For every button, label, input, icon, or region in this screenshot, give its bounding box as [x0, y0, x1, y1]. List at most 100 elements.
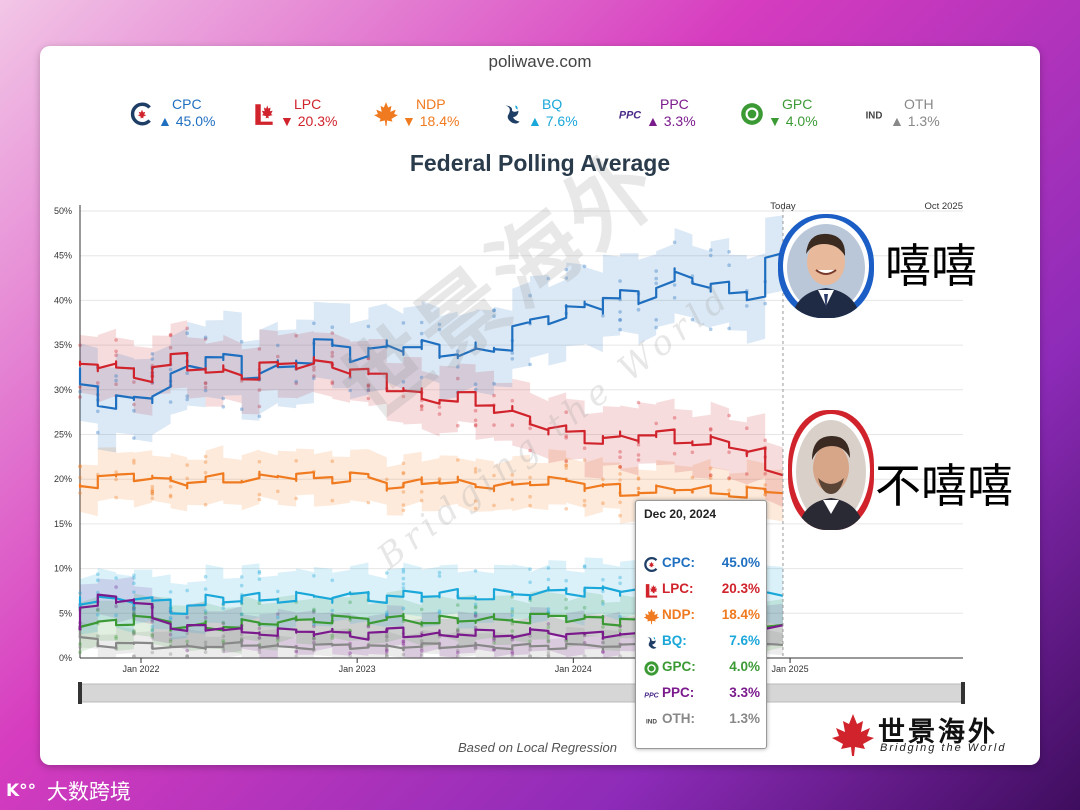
poll-dot-bq	[564, 578, 568, 583]
poll-dot-lpc	[257, 404, 262, 409]
footnote: Based on Local Regression	[458, 740, 617, 755]
poll-dot-cpc	[185, 371, 189, 376]
poll-dot-oth	[221, 649, 226, 653]
svg-text:PPC: PPC	[619, 109, 641, 121]
legend-percent: 3.3%	[659, 113, 696, 129]
tooltip-value: 7.6%	[729, 633, 760, 648]
tooltip-value: 45.0%	[721, 555, 760, 570]
y-tick-label: 10%	[54, 564, 72, 574]
poll-dot-cpc	[401, 380, 406, 384]
poll-dot-lpc	[727, 476, 731, 480]
poll-dot-cpc	[492, 308, 496, 313]
portrait-bottom	[788, 410, 874, 530]
poll-dot-bq	[473, 611, 478, 616]
tooltip-icon-wrap	[642, 633, 660, 651]
poll-dot-cpc	[401, 321, 406, 325]
poll-dot-cpc	[654, 281, 658, 286]
tooltip-row: NDP: 18.4%	[642, 605, 760, 625]
poll-dot-lpc	[168, 333, 173, 338]
poll-dot-gpc	[132, 610, 136, 614]
poll-dot-ndp	[168, 484, 173, 489]
poll-dot-gpc	[168, 639, 173, 644]
poll-dot-oth	[401, 652, 406, 657]
trend-down-icon: ▼	[280, 113, 294, 129]
poll-dot-ndp	[564, 507, 568, 511]
poll-dot-lpc	[708, 427, 713, 431]
legend-value: ▲ 3.3%	[646, 113, 696, 129]
range-handle-right[interactable]	[961, 682, 965, 704]
legend-label: GPC	[782, 96, 813, 112]
poll-dot-oth	[132, 632, 136, 636]
poll-dot-oth	[582, 654, 587, 658]
svg-text:PPC: PPC	[644, 691, 659, 699]
poll-dot-gpc	[618, 628, 622, 632]
poll-dot-lpc	[312, 365, 316, 369]
poll-dot-gpc	[456, 627, 460, 632]
poll-dot-bq	[168, 617, 173, 622]
poll-dot-bq	[114, 576, 118, 580]
poll-dot-gpc	[239, 612, 244, 617]
poll-dot-cpc	[708, 253, 713, 258]
tooltip-row: LPC: 20.3%	[642, 579, 760, 599]
poll-dot-gpc	[221, 638, 226, 643]
poll-dot-lpc	[672, 416, 677, 420]
poll-dot-ndp	[78, 491, 82, 495]
legend-icon-wrap	[498, 100, 526, 128]
bottom-brand-text: 大数跨境	[46, 780, 131, 804]
poll-dot-bq	[401, 570, 406, 574]
poll-dot-lpc	[203, 381, 208, 386]
poll-dot-ppc	[419, 631, 424, 635]
tooltip-value: 20.3%	[721, 581, 760, 596]
poll-dot-ppc	[401, 639, 406, 644]
poll-dot-cpc	[168, 367, 173, 372]
poll-dot-cpc	[708, 327, 713, 332]
poll-dot-lpc	[96, 381, 100, 385]
poll-dot-ppc	[492, 638, 496, 642]
poll-dot-bq	[150, 628, 155, 633]
poll-dot-oth	[185, 654, 189, 658]
poll-dot-gpc	[528, 639, 532, 644]
poll-dot-ndp	[401, 490, 406, 494]
poll-dot-ndp	[636, 476, 641, 480]
poll-dot-cpc	[96, 430, 100, 435]
poll-dot-bq	[203, 587, 208, 591]
poll-dot-lpc	[257, 388, 262, 392]
poll-dot-lpc	[78, 385, 82, 389]
poll-dot-oth	[456, 648, 460, 653]
poll-dot-ppc	[456, 628, 460, 633]
poll-dot-ppc	[385, 648, 389, 652]
poll-dot-ndp	[294, 459, 298, 463]
poll-dot-ndp	[636, 486, 641, 491]
tooltip-party: BQ:	[662, 633, 687, 648]
x-tick-label: Jan 2022	[122, 664, 159, 674]
range-handle-left[interactable]	[78, 682, 82, 704]
poll-dot-gpc	[78, 642, 82, 646]
maple-leaf-icon	[832, 714, 874, 756]
poll-dot-bq	[582, 565, 587, 569]
ndp-logo-icon	[643, 608, 659, 624]
poll-dot-ndp	[708, 473, 713, 478]
poll-dot-bq	[601, 602, 605, 606]
poll-dot-oth	[385, 654, 389, 658]
trend-down-icon: ▼	[402, 113, 416, 129]
poll-dot-cpc	[348, 388, 352, 393]
poll-dot-oth	[185, 631, 189, 636]
poll-dot-ndp	[564, 458, 568, 463]
poll-dot-ndp	[582, 498, 587, 503]
poll-dot-lpc	[564, 459, 568, 464]
ndp-logo-icon	[374, 102, 398, 126]
site-url[interactable]: poliwave.com	[488, 52, 592, 71]
poll-dot-cpc	[456, 365, 460, 369]
bottom-logo-icon: K°°	[6, 781, 37, 801]
y-tick-label: 40%	[54, 295, 72, 305]
poll-dot-ndp	[401, 470, 406, 475]
poll-dot-bq	[401, 586, 406, 590]
poll-dot-ndp	[168, 493, 173, 498]
poll-dot-cpc	[618, 279, 622, 283]
poll-dot-ppc	[96, 607, 100, 611]
range-slider-track	[79, 683, 964, 703]
poll-dot-oth	[348, 654, 352, 658]
x-tick-label: Jan 2024	[555, 664, 592, 674]
band-ndp	[80, 444, 783, 527]
poll-dot-bq	[312, 574, 316, 578]
